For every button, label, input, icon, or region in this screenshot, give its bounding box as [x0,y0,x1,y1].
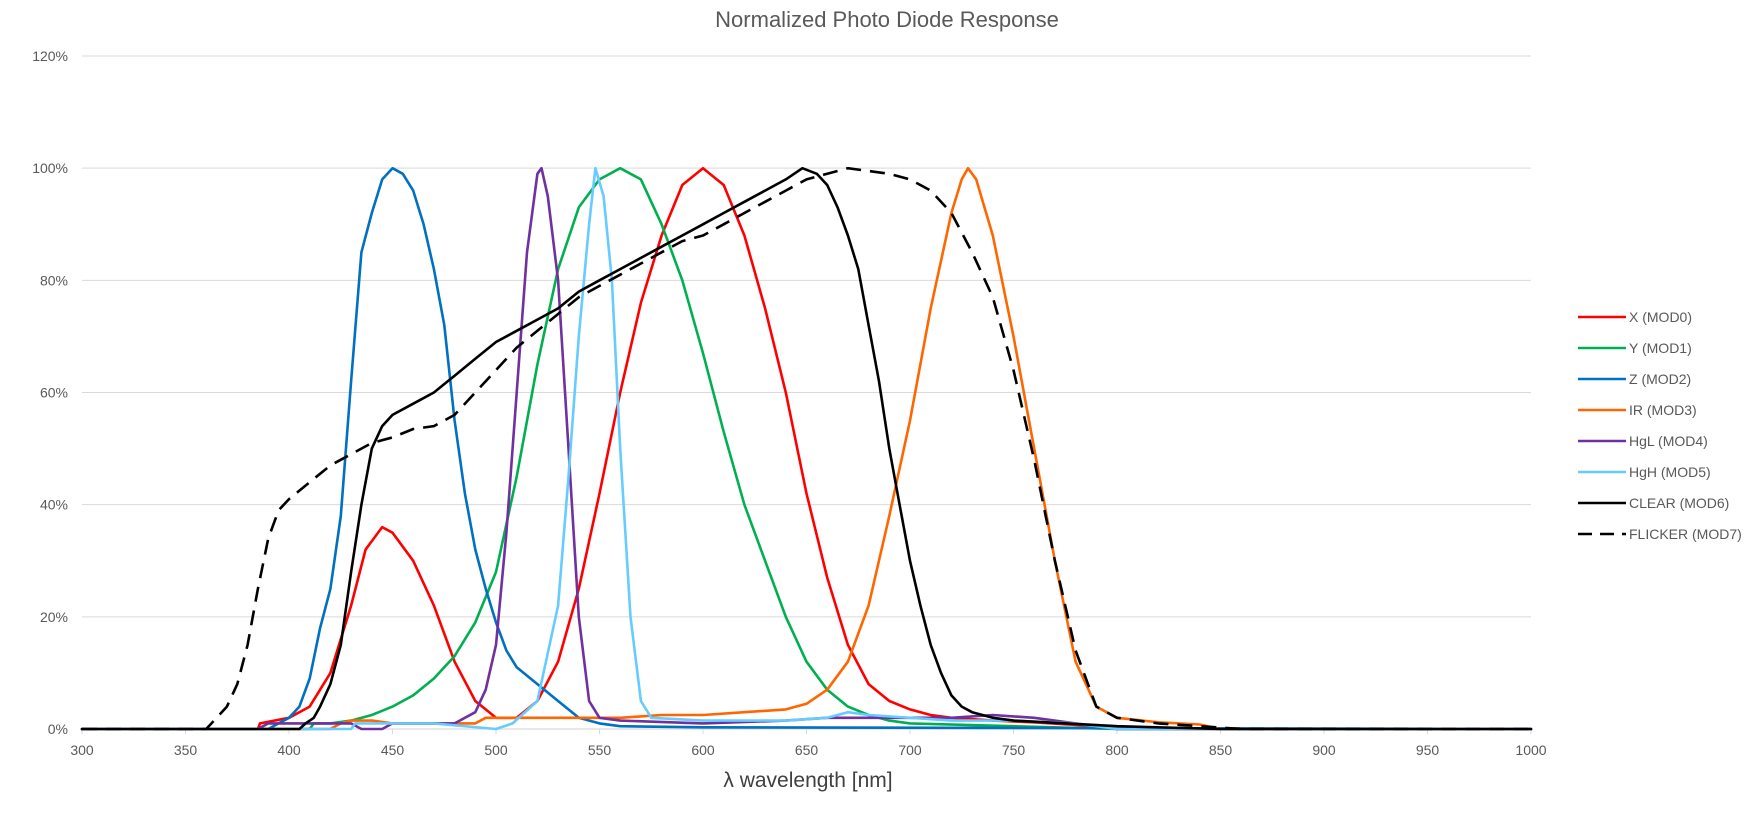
y-tick-label: 20% [40,609,68,625]
y-axis-tick-labels: 0% 20% 40% 60% 80% 100% 120% [32,48,68,737]
x-tick-label: 1000 [1515,742,1546,758]
x-tick-label: 300 [70,742,94,758]
x-tick-label: 700 [898,742,922,758]
legend-label: HgL (MOD4) [1629,433,1708,449]
legend-label: Y (MOD1) [1629,340,1692,356]
x-tick-label: 900 [1312,742,1336,758]
x-axis-label: λ wavelength [nm] [723,769,892,792]
legend-label: IR (MOD3) [1629,402,1697,418]
series-line-3 [80,166,1533,731]
series-line-2 [80,166,1533,731]
series-line-0 [80,166,1533,731]
legend-label: CLEAR (MOD6) [1629,495,1729,511]
x-tick-label: 450 [381,742,405,758]
series-line-6 [80,166,1533,731]
y-tick-label: 60% [40,385,68,401]
y-tick-label: 0% [48,721,68,737]
x-tick-label: 600 [691,742,715,758]
chart-title: Normalized Photo Diode Response [715,7,1059,32]
legend-label: X (MOD0) [1629,309,1692,325]
y-tick-label: 40% [40,497,68,513]
x-axis-tick-labels: 300 350 400 450 500 550 600 650 700 750 800 850 900 9… [70,729,1547,758]
series-line-7 [82,166,1531,731]
x-tick-label: 750 [1002,742,1026,758]
x-tick-label: 400 [277,742,301,758]
x-tick-label: 550 [588,742,612,758]
series-line-5 [80,166,1533,731]
x-tick-label: 800 [1105,742,1129,758]
legend-label: FLICKER (MOD7) [1629,526,1742,542]
legend-label: HgH (MOD5) [1629,464,1711,480]
legend-label: Z (MOD2) [1629,371,1691,387]
x-tick-label: 500 [484,742,508,758]
series-layer [80,166,1533,731]
grid-layer [82,55,1531,618]
x-tick-label: 950 [1416,742,1440,758]
legend: X (MOD0) Y (MOD1) Z (MOD2) IR (MOD3) HgL (MO… [1578,309,1742,542]
x-tick-label: 850 [1209,742,1233,758]
series-line-1 [80,166,1533,731]
y-tick-label: 100% [32,160,68,176]
x-tick-label: 350 [174,742,198,758]
series-line-4 [80,166,1533,731]
x-tick-label: 650 [795,742,819,758]
y-tick-label: 80% [40,272,68,288]
y-tick-label: 120% [32,48,68,64]
